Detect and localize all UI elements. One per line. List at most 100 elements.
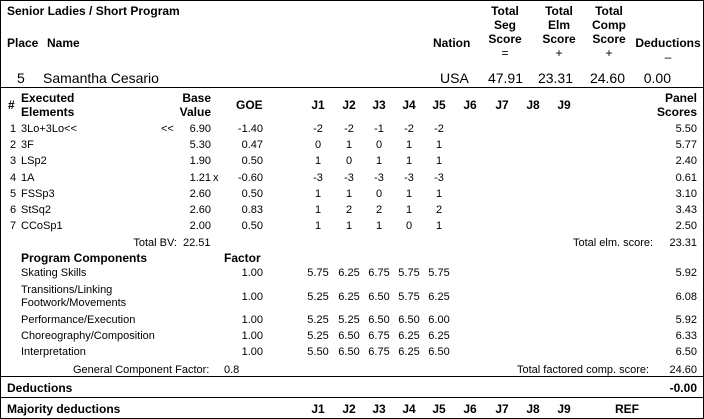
gcf-label: General Component Factor: xyxy=(73,364,210,376)
name-header: Name xyxy=(47,36,80,50)
element-judge-score: -2 xyxy=(434,123,444,135)
tfc-label: Total factored comp. score: xyxy=(517,364,650,376)
skater-total-elm: 23.31 xyxy=(537,70,573,86)
judge-header-label: J5 xyxy=(432,98,446,112)
element-goe: -0.60 xyxy=(237,171,263,184)
element-judge-score: -1 xyxy=(374,123,384,135)
skater-place: 5 xyxy=(17,70,25,86)
element-judge-score: -3 xyxy=(374,171,384,184)
divider xyxy=(1,397,703,398)
component-factor: 1.00 xyxy=(241,346,263,358)
component-judge-score: 6.50 xyxy=(368,291,390,303)
element-name: StSq2 xyxy=(21,204,51,216)
component-label: Transitions/Linking Footwork/Movements xyxy=(21,284,126,310)
element-judge-score: 1 xyxy=(405,155,413,168)
component-label: Skating Skills xyxy=(21,267,86,280)
component-label-line: Footwork/Movements xyxy=(21,297,127,309)
component-label-line: Choreography/Composition xyxy=(21,330,155,342)
component-score: 6.08 xyxy=(675,291,697,303)
judge-header-label: J4 xyxy=(402,98,416,112)
element-goe: 0.50 xyxy=(241,187,263,200)
element-name: LSp2 xyxy=(21,155,47,168)
component-judge-score: 6.50 xyxy=(338,330,360,342)
skater-name: Samantha Cesario xyxy=(43,70,159,86)
element-judge-score: 1 xyxy=(314,155,322,168)
component-judge-score: 5.75 xyxy=(398,267,420,279)
element-name: 3F xyxy=(21,139,34,152)
component-judge-score: 6.50 xyxy=(428,346,450,358)
component-judge-score: 5.25 xyxy=(307,291,329,303)
majority-judge-label: J1 xyxy=(311,402,325,416)
majority-judge-label: J6 xyxy=(463,402,477,416)
deductions-value: -0.00 xyxy=(669,381,697,395)
element-goe: -1.40 xyxy=(237,123,263,135)
component-label: Performance/Execution xyxy=(21,314,135,327)
element-judge-score: 1 xyxy=(375,220,383,233)
component-score: 6.50 xyxy=(675,346,697,358)
skater-nation: USA xyxy=(440,70,469,86)
component-judge-score: 6.25 xyxy=(398,330,420,342)
element-number: 2 xyxy=(10,139,17,152)
element-number: 7 xyxy=(10,220,17,233)
element-goe: 0.47 xyxy=(241,139,263,152)
element-name: CCoSp1 xyxy=(21,220,63,233)
element-judge-score: -3 xyxy=(344,171,354,184)
element-number: 6 xyxy=(10,204,17,216)
tfc-value: 24.60 xyxy=(669,364,697,376)
element-judge-score: 1 xyxy=(314,220,322,233)
majority-judge-label: J3 xyxy=(372,402,386,416)
element-judge-score: 1 xyxy=(405,139,413,152)
component-label-line: Interpretation xyxy=(21,346,86,358)
skater-total-comp: 24.60 xyxy=(589,70,625,86)
element-judge-score: 2 xyxy=(375,204,383,216)
element-judge-score: 1 xyxy=(405,187,413,200)
ref-label: REF xyxy=(615,402,639,416)
element-judge-score: 0 xyxy=(405,220,413,233)
element-judge-score: -3 xyxy=(434,171,444,184)
component-factor: 1.00 xyxy=(241,330,263,342)
element-base-value: 2.60 xyxy=(189,187,211,200)
element-judge-score: 0 xyxy=(375,139,383,152)
element-name: FSSp3 xyxy=(21,187,55,200)
component-judge-score: 6.50 xyxy=(368,314,390,326)
factor-header: Factor xyxy=(224,251,261,265)
judge-header-label: J3 xyxy=(372,98,386,112)
component-judge-score: 6.25 xyxy=(428,291,450,303)
skater-deductions: 0.00 xyxy=(643,70,671,86)
element-info: << xyxy=(161,123,174,135)
element-number: 4 xyxy=(10,171,17,184)
element-judge-score: 1 xyxy=(345,220,353,233)
element-judge-score: -2 xyxy=(404,123,414,135)
element-judge-score: -2 xyxy=(344,123,354,135)
component-score: 5.92 xyxy=(675,314,697,326)
element-panel-score: 2.50 xyxy=(675,220,697,233)
majority-judge-label: J5 xyxy=(432,402,446,416)
component-judge-score: 5.50 xyxy=(307,346,329,358)
divider xyxy=(1,376,703,377)
judge-header-label: J2 xyxy=(342,98,356,112)
component-judge-score: 5.75 xyxy=(428,267,450,279)
component-judge-score: 6.75 xyxy=(368,346,390,358)
total-elm-value: 23.31 xyxy=(669,237,697,249)
element-number: 1 xyxy=(10,123,17,135)
element-judge-score: 1 xyxy=(405,204,413,216)
total-elm-label: Total elm. score: xyxy=(573,237,654,249)
element-name: 1A xyxy=(21,171,35,184)
element-base-value: 5.30 xyxy=(189,139,211,152)
total-bv-label: Total BV: xyxy=(133,237,177,249)
element-judge-score: 0 xyxy=(345,155,353,168)
judge-header-label: J6 xyxy=(463,98,477,112)
component-label-line: Skating Skills xyxy=(21,267,87,279)
element-judge-score: 2 xyxy=(345,204,353,216)
total-elm-header: Total Elm Score + xyxy=(542,4,576,60)
element-judge-score: 1 xyxy=(345,139,353,152)
element-judge-score: 0 xyxy=(375,187,383,200)
component-score: 6.33 xyxy=(675,330,697,342)
element-judge-score: -3 xyxy=(404,171,414,184)
element-judge-score: -3 xyxy=(313,171,323,184)
panel-scores-header: Panel Scores xyxy=(656,91,697,119)
element-panel-score: 0.61 xyxy=(675,171,697,184)
component-judge-score: 5.25 xyxy=(307,314,329,326)
judge-header-label: J7 xyxy=(495,98,509,112)
